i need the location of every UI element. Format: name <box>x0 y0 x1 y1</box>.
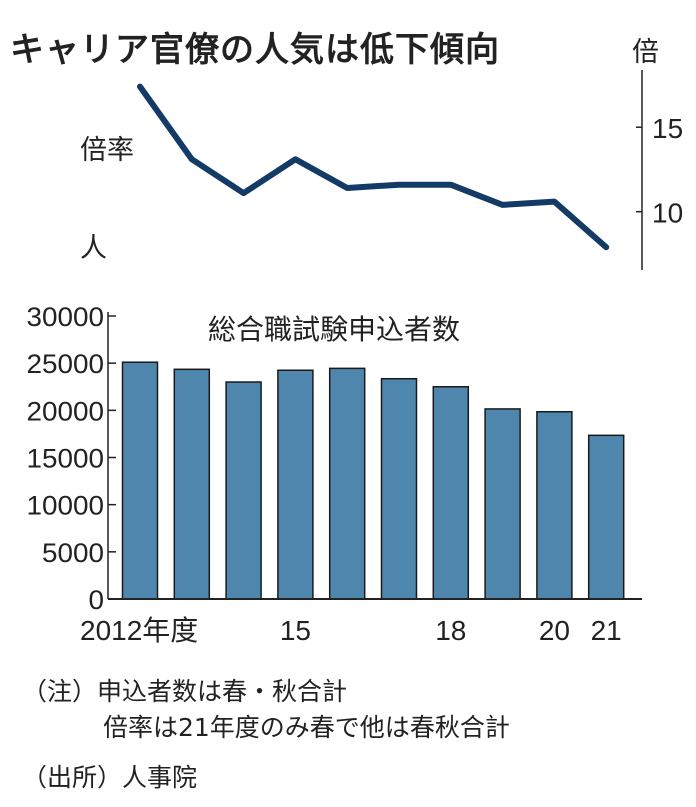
note-line-1: （注）申込者数は春・秋合計 <box>22 677 348 706</box>
bar-2016 <box>328 367 366 600</box>
line-y-tick-label-10: 10 <box>652 198 683 229</box>
bar-2020 <box>536 410 573 600</box>
line-y-tick-label-15: 15 <box>652 113 683 144</box>
bar-y-tick-label-25000: 25000 <box>27 349 105 379</box>
bar-2015 <box>277 369 314 600</box>
line-side-label: 人 <box>80 233 107 264</box>
note-line-2: 倍率は21年度のみ春で他は春秋合計 <box>103 713 510 742</box>
bar-y-tick-label-5000: 5000 <box>42 538 104 568</box>
bar-2014 <box>225 381 262 600</box>
bar-2018 <box>432 386 470 600</box>
line-series-ratio <box>137 83 610 251</box>
bar-x-tick-label-2012年度: 2012年度 <box>80 615 198 646</box>
bar-y-tick-label-20000: 20000 <box>27 396 105 426</box>
bar-y-tick-label-0: 0 <box>89 585 105 615</box>
bar-2019 <box>484 408 521 600</box>
bar-y-tick-label-15000: 15000 <box>27 444 105 474</box>
bar-y-tick-label-10000: 10000 <box>27 491 105 521</box>
bar-y-tick-label-30000: 30000 <box>27 302 105 332</box>
bar-x-tick-label-21: 21 <box>591 615 622 646</box>
line-series-label: 倍率 <box>80 135 134 166</box>
bar-2017 <box>380 377 418 600</box>
bar-2012 <box>121 361 159 600</box>
bar-chart-title: 総合職試験申込者数 <box>208 313 461 346</box>
bar-2021 <box>587 434 625 600</box>
bar-x-tick-label-15: 15 <box>280 615 311 646</box>
line-unit-label: 倍 <box>632 37 659 68</box>
bar-x-tick-label-18: 18 <box>435 615 466 646</box>
source-note: （出所）人事院 <box>22 763 198 792</box>
bar-2013 <box>173 368 211 600</box>
bar-x-tick-label-20: 20 <box>539 615 570 646</box>
chart-title: キャリア官僚の人気は低下傾向 <box>10 30 500 70</box>
